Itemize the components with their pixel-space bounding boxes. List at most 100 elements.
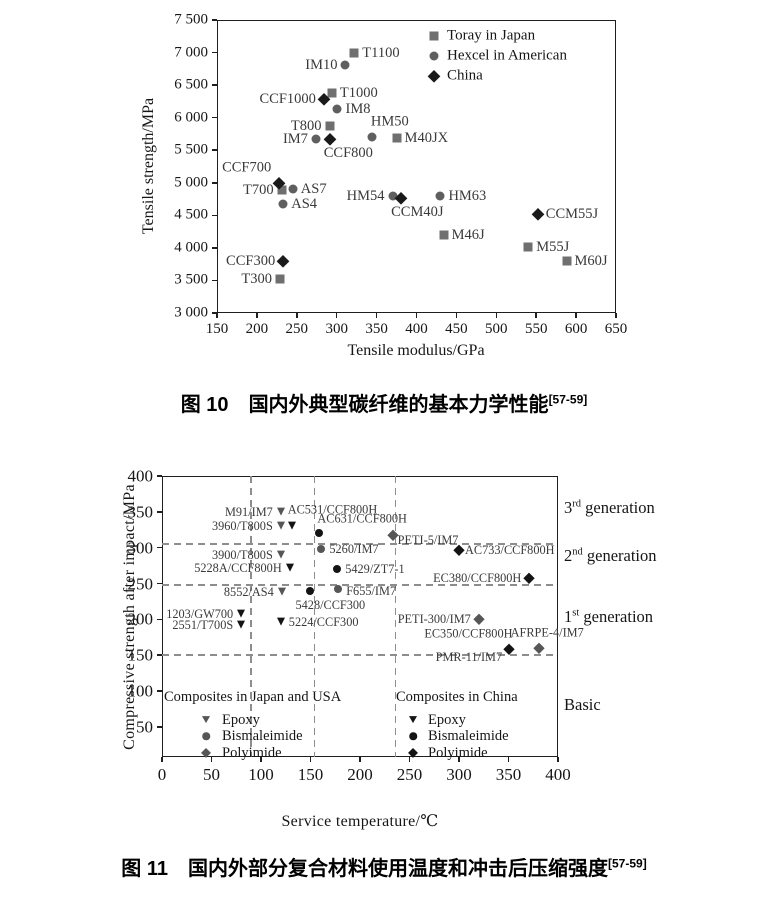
x-axis-tick [335,313,338,318]
marker-triangle-icon [202,715,210,723]
legend-label: Polyimide [222,744,282,761]
point-label: CCM40J [391,203,444,220]
x-tick-label: 250 [396,765,423,784]
point-label: 5224/CCF300 [288,614,359,629]
marker-triangle-icon [287,521,296,530]
y-axis-tick [212,247,217,249]
x-tick-label: 200 [347,765,373,784]
x-tick-label: 50 [203,765,220,784]
point-label: PETI-300/IM7 [397,612,471,627]
x-axis-tick [575,313,577,318]
y-axis-tick [157,654,162,656]
x-axis-tick [359,757,361,762]
y-tick-label: 250 [127,574,154,594]
point-label: CCF700 [222,159,272,176]
x-tick-label: 650 [604,321,628,337]
x-axis-tick [375,313,378,318]
dashed-vertical-line [394,476,397,757]
marker-triangle-icon [276,507,285,516]
legend-label: Epoxy [428,711,466,728]
marker-square-icon [325,121,335,131]
annotation-label: PMR-11/IM7 [435,650,503,665]
marker-circle-icon [317,545,326,554]
y-axis-tick [157,582,162,585]
point-label: F655/IM7 [346,584,397,599]
plot-border [217,20,616,313]
point-label: 3960/T800S [211,519,273,534]
figure-10-number: 图 10 [180,394,229,416]
y-axis-tick [212,51,217,54]
generation-label: 1st generation [564,607,654,627]
generation-label: 2nd generation [564,546,657,566]
x-axis-tick [495,313,498,318]
chart2-y-axis-title: Compressive strength after impact/MPa [121,484,138,750]
marker-circle-icon [278,199,288,209]
point-label: CCF300 [226,252,276,269]
generation-label: 3rd generation [564,498,655,518]
x-axis-tick [415,313,418,318]
x-axis-tick [309,757,312,762]
marker-square-icon [523,242,533,252]
chart2-x-axis-title: Service temperature/℃ [281,813,439,830]
y-axis-tick [157,690,162,692]
point-label: IM8 [345,100,371,117]
y-tick-label: 100 [127,681,154,701]
point-label: 8552/AS4 [223,584,274,599]
y-axis-tick [212,181,217,184]
point-label: CCF800 [323,145,373,162]
y-tick-label: 4 000 [174,239,208,256]
generation-ordinal-suffix: st [572,607,580,619]
marker-circle-icon [388,191,398,201]
y-tick-label: 6 000 [174,109,208,126]
marker-square-icon [392,133,402,143]
dashed-horizontal-line [162,584,558,586]
y-tick-label: 7 000 [174,44,208,61]
x-axis-tick [557,757,559,762]
y-tick-label: 400 [127,466,154,486]
figure-10-reference: [57-59] [548,392,588,407]
x-tick-label: 250 [285,321,309,337]
x-axis-tick [408,757,411,762]
x-axis-tick [256,313,258,318]
x-axis-tick [260,757,262,762]
marker-triangle-icon [237,620,246,629]
y-axis-tick [157,511,162,513]
chart1-y-axis-title: Tensile strength/MPa [140,97,157,235]
point-label: AC733/CCF800H [465,542,555,557]
point-label: CCM55J [545,205,599,222]
point-label: M46J [451,226,485,243]
x-tick-label: 300 [446,765,472,784]
point-label: AS4 [291,195,318,212]
y-tick-label: 4 500 [174,206,208,223]
marker-square-icon [327,88,337,98]
legend-label: Bismaleimide [428,727,509,744]
figure-11-number: 图 11 [121,858,168,880]
x-axis-tick [455,313,458,318]
y-tick-label: 50 [136,717,153,737]
marker-circle-icon [340,60,350,70]
y-tick-label: 350 [127,502,154,522]
generation-ordinal-suffix: rd [572,498,581,510]
marker-triangle-icon [276,521,285,530]
x-tick-label: 400 [545,765,571,784]
x-axis-tick [161,757,163,762]
point-label: M55J [536,238,570,255]
y-axis-tick [212,312,217,314]
marker-triangle-icon [285,563,294,572]
point-label: T800 [290,117,322,134]
x-tick-label: 400 [405,321,428,337]
point-label: IM10 [305,56,338,73]
figure-11-title: 国内外部分复合材料使用温度和冲击后压缩强度 [188,858,608,880]
x-tick-label: 300 [325,321,348,337]
point-label: T300 [241,270,273,287]
point-label: HM50 [370,113,409,130]
generation-label: Basic [564,695,601,715]
x-tick-label: 500 [485,321,508,337]
x-tick-label: 350 [365,321,388,337]
marker-square-icon [439,230,449,240]
x-axis-tick [210,757,213,762]
y-axis-tick [157,475,162,477]
point-label: IM7 [282,130,308,147]
point-label: HM54 [346,187,385,204]
y-tick-label: 200 [127,609,154,629]
